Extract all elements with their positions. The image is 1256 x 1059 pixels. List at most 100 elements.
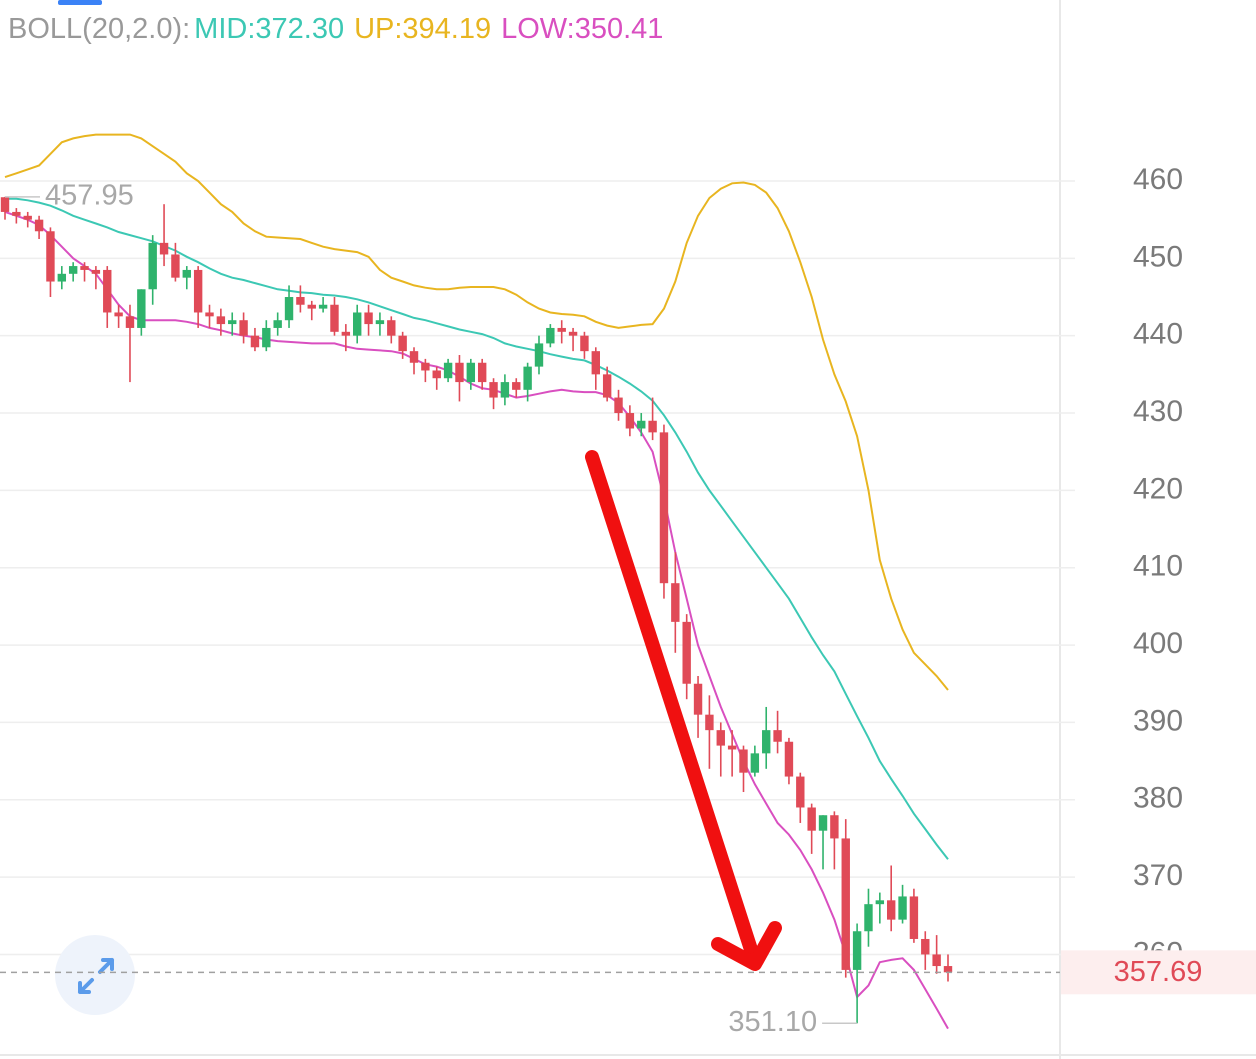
candle-body <box>159 242 169 255</box>
candle-body <box>534 343 544 367</box>
candle-body <box>262 327 271 348</box>
candle-body <box>773 730 782 742</box>
candle-body <box>614 397 623 414</box>
candle-body <box>68 266 78 274</box>
y-tick-label: 410 <box>1133 550 1183 583</box>
candle-body <box>353 312 362 336</box>
candle-body <box>864 904 873 932</box>
candle-body <box>932 954 941 967</box>
candle-body <box>921 938 930 955</box>
candle-body <box>330 304 339 332</box>
candle-body <box>171 254 180 278</box>
candle-body <box>591 351 600 375</box>
indicator-name: BOLL(20,2.0): <box>8 13 190 45</box>
candle-body <box>148 242 157 290</box>
candle-body <box>807 807 816 831</box>
expand-icon[interactable] <box>78 958 114 994</box>
candle-body <box>375 320 385 325</box>
candle-body <box>671 583 680 622</box>
candle-body <box>909 896 919 939</box>
candle-body <box>682 621 691 684</box>
candle-body <box>91 269 101 274</box>
candle-body <box>512 382 521 390</box>
y-tick-label: 390 <box>1133 704 1183 737</box>
candle-body <box>239 320 248 336</box>
candle-body <box>648 420 657 433</box>
candle-body <box>125 316 135 328</box>
candle-body <box>477 362 487 383</box>
candle-body <box>409 351 419 363</box>
y-tick-label: 440 <box>1133 318 1183 351</box>
annotations: 457.95 351.10 <box>5 180 858 1038</box>
candle-body <box>693 683 703 715</box>
candle-body <box>557 327 566 332</box>
candle-body <box>886 900 896 920</box>
legend-entry: MID:372.30 <box>194 13 344 45</box>
candle-body <box>364 312 373 325</box>
legend-entry: UP:394.19 <box>354 13 491 45</box>
candle-body <box>625 413 635 429</box>
annotation-label: 457.95 <box>45 180 134 212</box>
candle-body <box>637 420 646 429</box>
candle-body <box>841 838 850 970</box>
tab-indicator <box>58 0 102 5</box>
candle-body <box>23 215 32 220</box>
candle-body <box>716 730 725 746</box>
candle-body <box>103 269 112 313</box>
candle-body <box>943 966 953 973</box>
candle-body <box>784 741 794 777</box>
y-tick-label: 430 <box>1133 395 1183 428</box>
expand-button-bg[interactable] <box>55 935 135 1015</box>
candle-body <box>34 219 44 232</box>
candle-body <box>727 745 737 750</box>
y-tick-label: 380 <box>1133 782 1183 815</box>
expand-button[interactable] <box>55 935 135 1015</box>
trend-arrow <box>585 450 782 971</box>
candle-body <box>318 304 328 309</box>
candle-body <box>705 714 714 731</box>
indicator-header: BOLL(20,2.0): MID:372.30 UP:394.19 LOW:350.… <box>8 13 663 45</box>
candle-body <box>500 382 510 398</box>
last-price-label: 357.69 <box>1114 956 1203 988</box>
candle-body <box>137 289 146 328</box>
candle-body <box>875 900 885 905</box>
candle-body <box>273 320 282 328</box>
candle-body <box>228 320 237 325</box>
candle-body <box>830 815 839 839</box>
candle-body <box>307 304 316 309</box>
band-line <box>4 210 949 1030</box>
candle-body <box>57 273 67 282</box>
last-price-box <box>1061 950 1256 995</box>
candle-body <box>762 730 771 754</box>
candle-body <box>818 815 828 831</box>
candle-body <box>341 331 351 336</box>
candles <box>0 196 953 1024</box>
y-tick-label: 450 <box>1133 240 1183 273</box>
candle-body <box>205 312 214 317</box>
candle-body <box>739 749 748 773</box>
y-tick-label: 400 <box>1133 627 1183 660</box>
candle-body <box>523 366 532 390</box>
arrow-shaft <box>585 450 762 969</box>
candle-body <box>466 362 476 383</box>
candle-body <box>580 335 589 352</box>
candle-body <box>443 362 453 379</box>
legend-entry: LOW:350.41 <box>501 13 663 45</box>
y-tick-label: 370 <box>1133 859 1183 892</box>
y-tick-label: 420 <box>1133 472 1183 505</box>
y-tick-label: 460 <box>1133 163 1183 196</box>
candle-body <box>0 197 10 212</box>
candle-body <box>602 374 612 398</box>
band-line <box>4 133 949 691</box>
candle-body <box>182 269 191 278</box>
candle-body <box>46 231 55 282</box>
candle-body <box>114 312 123 317</box>
annotation-label: 351.10 <box>728 1006 817 1038</box>
candle-body <box>398 335 407 352</box>
candle-body <box>852 931 862 970</box>
last-price: 357.69 <box>0 950 1256 995</box>
candle-body <box>387 320 396 336</box>
candle-body <box>796 776 805 808</box>
arrow-head <box>711 921 782 971</box>
